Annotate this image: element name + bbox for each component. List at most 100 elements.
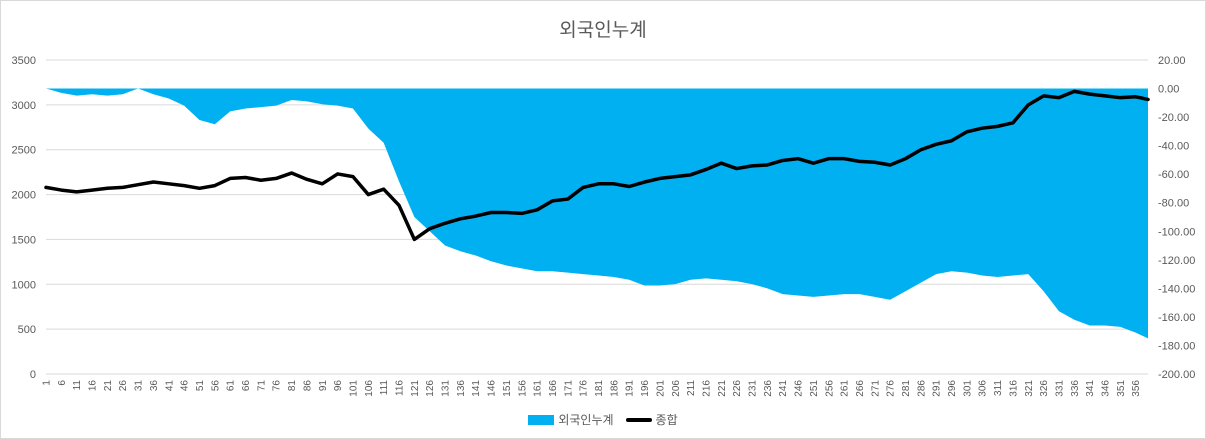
- x-tick-label: 116: [395, 380, 406, 396]
- y-right-tick-label: -160.00: [1158, 312, 1195, 324]
- series-area-외국인누계: [46, 88, 1148, 339]
- x-tick-label: 21: [103, 380, 114, 392]
- x-tick-label: 191: [625, 380, 636, 397]
- x-tick-label: 41: [164, 380, 175, 392]
- chart-title: 외국인누계: [559, 20, 647, 41]
- x-tick-label: 36: [149, 380, 160, 392]
- x-tick-label: 316: [1008, 380, 1019, 397]
- y-left-tick-label: 2500: [12, 145, 36, 157]
- x-tick-label: 11: [72, 380, 83, 391]
- x-tick-label: 86: [302, 380, 313, 392]
- x-tick-label: 176: [579, 380, 590, 397]
- x-tick-label: 296: [947, 380, 958, 397]
- x-tick-label: 61: [226, 380, 237, 392]
- y-left-tick-label: 1500: [12, 234, 36, 246]
- legend-item-area: 외국인누계: [528, 411, 614, 428]
- x-tick-label: 56: [210, 380, 221, 392]
- y-right-tick-label: -60.00: [1158, 169, 1189, 181]
- x-tick-label: 281: [901, 380, 912, 397]
- x-tick-label: 141: [471, 380, 482, 397]
- x-tick-label: 271: [870, 380, 881, 397]
- x-tick-label: 121: [410, 380, 421, 397]
- x-tick-label: 26: [118, 380, 129, 392]
- x-tick-label: 66: [241, 380, 252, 392]
- x-tick-label: 286: [916, 380, 927, 397]
- x-tick-label: 111: [379, 380, 390, 396]
- x-tick-label: 76: [272, 380, 283, 392]
- x-tick-label: 96: [333, 380, 344, 392]
- x-tick-label: 16: [88, 380, 99, 392]
- y-right-tick-label: -40.00: [1158, 141, 1189, 153]
- x-tick-label: 46: [180, 380, 191, 392]
- y-left-tick-label: 0: [30, 369, 36, 381]
- x-tick-label: 51: [195, 380, 206, 392]
- x-tick-label: 146: [487, 380, 498, 397]
- x-tick-label: 326: [1039, 380, 1050, 397]
- x-tick-label: 101: [348, 380, 359, 397]
- x-tick-label: 241: [778, 380, 789, 397]
- x-tick-label: 81: [287, 380, 298, 392]
- y-left-tick-label: 3000: [12, 100, 36, 112]
- x-tick-label: 211: [686, 380, 697, 396]
- x-tick-label: 276: [886, 380, 897, 397]
- x-tick-label: 166: [548, 380, 559, 397]
- x-tick-label: 311: [993, 380, 1004, 396]
- x-tick-label: 1: [42, 380, 53, 386]
- x-tick-label: 236: [763, 380, 774, 397]
- legend-swatch-line: [625, 417, 652, 422]
- x-tick-label: 131: [441, 380, 452, 397]
- x-tick-label: 31: [134, 380, 145, 392]
- x-tick-label: 321: [1024, 380, 1035, 397]
- x-tick-label: 181: [594, 380, 605, 397]
- x-tick-label: 256: [824, 380, 835, 397]
- x-tick-label: 331: [1054, 380, 1065, 397]
- y-right-tick-label: -180.00: [1158, 340, 1195, 352]
- y-left-tick-label: 1000: [12, 279, 36, 291]
- x-tick-label: 221: [717, 380, 728, 397]
- x-tick-label: 341: [1085, 380, 1096, 397]
- x-tick-label: 351: [1116, 380, 1127, 397]
- y-right-tick-label: -80.00: [1158, 198, 1189, 210]
- y-right-tick-label: 0.00: [1158, 84, 1179, 96]
- x-tick-label: 201: [655, 380, 666, 397]
- x-tick-label: 231: [748, 380, 759, 397]
- x-tick-label: 151: [502, 380, 513, 397]
- y-left-tick-label: 500: [18, 324, 36, 336]
- x-tick-label: 6: [57, 380, 68, 386]
- x-tick-label: 186: [609, 380, 620, 397]
- x-tick-label: 161: [533, 380, 544, 397]
- legend: 외국인누계 종합: [1, 411, 1205, 428]
- x-tick-label: 301: [962, 380, 973, 397]
- x-tick-label: 266: [855, 380, 866, 397]
- x-tick-label: 291: [932, 380, 943, 397]
- x-tick-label: 136: [456, 380, 467, 397]
- x-tick-label: 216: [701, 380, 712, 397]
- legend-item-line: 종합: [625, 411, 678, 428]
- x-tick-label: 261: [840, 380, 851, 397]
- x-tick-label: 356: [1131, 380, 1142, 397]
- x-tick-label: 171: [563, 380, 574, 397]
- y-right-tick-label: -140.00: [1158, 283, 1195, 295]
- x-tick-label: 106: [364, 380, 375, 397]
- legend-label-line: 종합: [655, 413, 678, 427]
- y-right-tick-label: 20.00: [1158, 55, 1186, 67]
- x-tick-label: 251: [809, 380, 820, 397]
- x-tick-label: 206: [671, 380, 682, 397]
- x-tick-label: 226: [732, 380, 743, 397]
- legend-swatch-area: [528, 414, 555, 425]
- series-line-종합: [44, 89, 1150, 242]
- y-right-tick-label: -20.00: [1158, 112, 1189, 124]
- x-tick-label: 91: [318, 380, 329, 392]
- y-right-tick-label: -120.00: [1158, 255, 1195, 267]
- x-tick-label: 71: [256, 380, 267, 392]
- x-tick-label: 126: [425, 380, 436, 397]
- x-tick-label: 336: [1070, 380, 1081, 397]
- x-tick-label: 246: [794, 380, 805, 397]
- x-tick-label: 156: [517, 380, 528, 397]
- x-tick-label: 196: [640, 380, 651, 397]
- legend-label-area: 외국인누계: [558, 413, 614, 427]
- x-tick-label: 346: [1101, 380, 1112, 397]
- y-left-tick-label: 3500: [12, 55, 36, 67]
